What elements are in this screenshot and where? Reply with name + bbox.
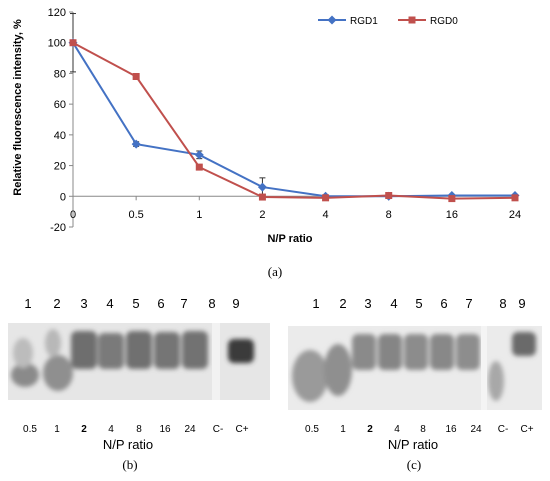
gel-b-ratio-label: 1 — [54, 424, 60, 435]
legend-marker — [327, 15, 337, 25]
x-tick-label: 16 — [446, 209, 458, 221]
gel-b-ratio-label: 24 — [184, 424, 196, 435]
gel-b-ratio-label: 4 — [108, 424, 114, 435]
gel-image-b — [8, 323, 270, 400]
chart-x-title: N/P ratio — [267, 233, 313, 245]
series-line — [72, 41, 516, 200]
y-tick-label: -20 — [50, 222, 66, 234]
gel-b-lane-number: 6 — [157, 296, 165, 311]
y-tick-label: 120 — [48, 7, 66, 19]
gel-b-lane-number: 1 — [24, 296, 32, 311]
gel-c-ratio-label: 16 — [445, 424, 457, 435]
data-point — [257, 182, 267, 192]
gel-b-ratio-label: C+ — [235, 424, 249, 435]
x-tick-label: 24 — [509, 209, 521, 221]
gel-b-ratio-label: C- — [212, 424, 224, 435]
data-point — [385, 192, 393, 200]
series-line — [72, 42, 515, 198]
data-point — [511, 194, 519, 202]
data-point — [322, 194, 330, 202]
caption-a: (a) — [267, 264, 283, 279]
gel-c-ratio-label: C- — [497, 424, 509, 435]
gel-c-lane-number: 1 — [312, 296, 320, 311]
gel-b-lane-number: 9 — [232, 296, 240, 311]
caption-c: (c) — [406, 457, 422, 472]
y-tick-label: 100 — [48, 38, 66, 50]
gel-b-lane-number: 8 — [208, 296, 216, 311]
gel-c-lane-number: 7 — [465, 296, 473, 311]
gel-b-ratio-label: 0.5 — [23, 424, 37, 435]
data-point — [69, 39, 77, 47]
data-point — [194, 150, 204, 160]
gel-c-lane-number: 5 — [415, 296, 423, 311]
y-axis-title: Relative fluorescence intensity, % — [12, 19, 24, 196]
x-tick-label: 4 — [323, 209, 329, 221]
legend-marker — [408, 16, 416, 24]
gel-image-c — [288, 326, 542, 410]
gel-c-ratio-label: C+ — [520, 424, 534, 435]
x-tick-label: 2 — [259, 209, 265, 221]
series-RGD0 — [69, 39, 519, 203]
gel-b-ratio-label: 2 — [81, 424, 87, 435]
gel-c-lane-number: 2 — [339, 296, 347, 311]
data-point — [258, 193, 266, 201]
y-tick-label: 20 — [54, 161, 66, 173]
caption-b: (b) — [122, 457, 138, 472]
series-layer — [68, 13, 520, 203]
legend-label: RGD0 — [430, 16, 458, 27]
y-tick-label: 80 — [54, 68, 66, 80]
gel-b-lane-number: 2 — [53, 296, 61, 311]
gel-c-ratio-label: 4 — [394, 424, 400, 435]
gel-c-ratio-label: 1 — [340, 424, 346, 435]
y-tick-label: 40 — [54, 130, 66, 142]
data-point — [131, 139, 141, 149]
x-tick-label: 0 — [70, 209, 76, 221]
gel-c-x-title: N/P ratio — [387, 437, 439, 452]
data-point — [448, 195, 456, 203]
gel-b-lane-number: 5 — [132, 296, 140, 311]
line-chart: Relative fluorescence intensity, % 12010… — [12, 7, 521, 234]
data-point — [195, 163, 203, 171]
gel-b-lane-number: 3 — [80, 296, 88, 311]
gel-c-lane-number: 4 — [390, 296, 398, 311]
y-tick-label: 60 — [54, 99, 66, 111]
y-tick-labels: 120 100 80 60 40 20 0 -20 — [48, 7, 73, 234]
x-tick-label: 8 — [386, 209, 392, 221]
x-tick-label: 1 — [196, 209, 202, 221]
gel-c-ratio-label: 2 — [367, 424, 373, 435]
gel-b-lane-number: 4 — [106, 296, 114, 311]
gel-c-ratio-label: 8 — [420, 424, 426, 435]
gel-b-ratio-label: 8 — [136, 424, 142, 435]
y-axis-title-text: Relative fluorescence intensity, % — [12, 19, 24, 196]
data-point — [132, 73, 140, 80]
gel-b-x-title: N/P ratio — [102, 437, 154, 452]
x-tick-label: 0.5 — [128, 209, 143, 221]
gel-c-lane-number: 8 — [499, 296, 507, 311]
gel-c-ratio-label: 0.5 — [305, 424, 319, 435]
gel-b-ratio-label: 16 — [159, 424, 171, 435]
series-RGD1 — [68, 13, 520, 201]
gel-c-lane-number: 9 — [518, 296, 526, 311]
y-tick-label: 0 — [60, 191, 66, 203]
gel-c-ratio-label: 24 — [470, 424, 482, 435]
gel-b-lane-number: 7 — [180, 296, 188, 311]
legend-label: RGD1 — [350, 16, 378, 27]
gel-c-lane-number: 6 — [440, 296, 448, 311]
gel-c-lane-number: 3 — [364, 296, 372, 311]
legend: RGD1 RGD0 — [318, 15, 458, 27]
